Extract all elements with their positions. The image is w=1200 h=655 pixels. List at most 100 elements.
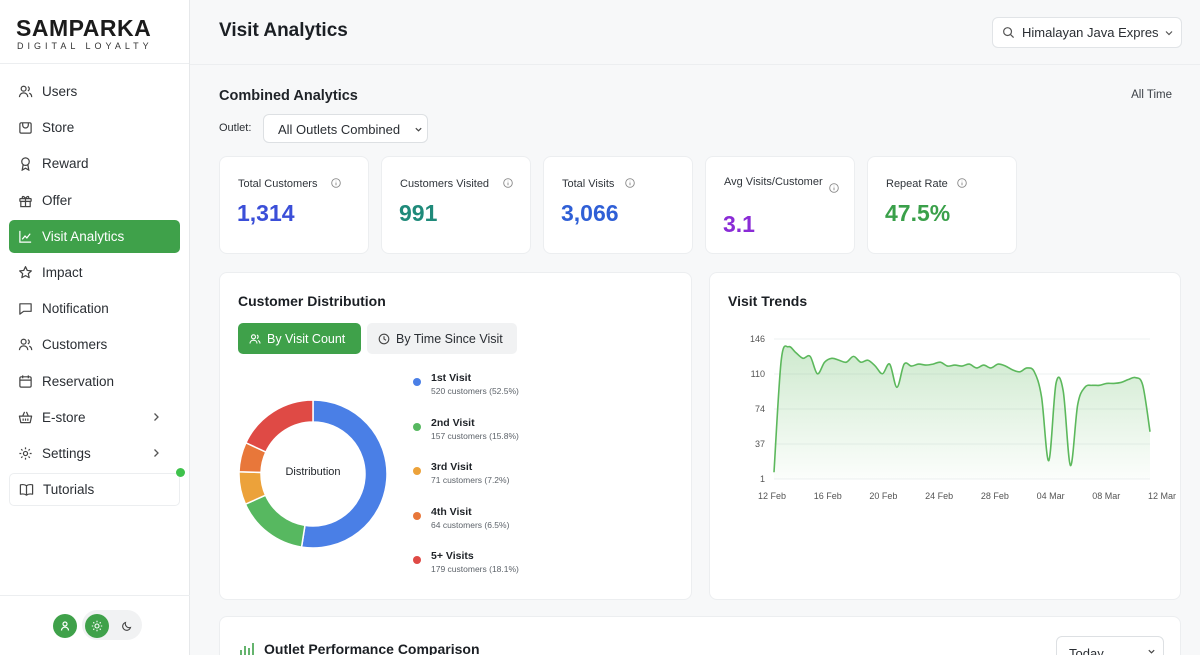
- message-icon: [19, 303, 32, 315]
- stat-value: 47.5%: [885, 200, 951, 226]
- y-tick-label: 110: [751, 369, 765, 379]
- profile-button[interactable]: [53, 614, 77, 638]
- period-label[interactable]: All Time: [1131, 89, 1172, 101]
- sidebar-item-offer[interactable]: Offer: [9, 184, 180, 217]
- sidebar-item-label: Store: [42, 120, 75, 136]
- visit-trends-card: Visit Trends 146 110 74 37 1 12 Feb 16 Feb 20 F…: [709, 272, 1181, 600]
- sidebar-item-users[interactable]: Users: [9, 75, 180, 108]
- legend-dot: [413, 556, 421, 564]
- donut-center-label: Distribution: [285, 466, 341, 478]
- gear-icon: [19, 447, 32, 460]
- online-indicator: [176, 468, 185, 478]
- stat-card-repeat-rate: Repeat Rate 47.5%: [867, 156, 1017, 254]
- sidebar-nav: Users Store Reward Offer Visit Analytics…: [0, 64, 189, 507]
- donut-slice-4[interactable]: [244, 399, 314, 454]
- legend-dot: [413, 378, 421, 386]
- visit-trends-chart: 146 110 74 37 1 12 Feb 16 Feb 20 Feb 24 Feb 28 Fe…: [750, 334, 1176, 501]
- legend-detail: 179 customers (18.1%): [431, 564, 519, 574]
- sidebar-item-tutorials[interactable]: Tutorials: [9, 468, 185, 507]
- trend-area: [774, 345, 1150, 479]
- sidebar-item-store[interactable]: Store: [9, 111, 180, 144]
- sidebar-footer: [0, 595, 190, 655]
- distribution-chart-area: Distribution: [238, 273, 388, 601]
- period-select-value: Today: [1069, 646, 1104, 655]
- info-icon[interactable]: [829, 183, 839, 193]
- stat-label: Total Visits: [562, 178, 615, 190]
- customer-distribution-card: Customer Distribution By Visit Count By …: [219, 272, 692, 600]
- sidebar-item-e-store[interactable]: E-store: [9, 401, 180, 434]
- legend-detail: 64 customers (6.5%): [431, 519, 510, 530]
- sun-icon: [91, 620, 103, 632]
- info-icon[interactable]: [957, 178, 967, 188]
- legend-detail: 157 customers (15.8%): [431, 430, 519, 441]
- page-title: Visit Analytics: [219, 20, 348, 41]
- sidebar-item-visit-analytics[interactable]: Visit Analytics: [9, 219, 180, 253]
- donut-slice-0[interactable]: [300, 399, 388, 549]
- legend-name: 1st Visit: [431, 372, 472, 384]
- store-select-value: Himalayan Java Expres: [1022, 25, 1159, 40]
- calendar-icon: [19, 374, 32, 388]
- x-tick-label: 28 Feb: [981, 491, 1009, 501]
- dark-mode-button[interactable]: [115, 614, 139, 638]
- legend-name: 5+ Visits: [431, 550, 474, 562]
- tab-by-time-since-visit[interactable]: By Time Since Visit: [367, 323, 517, 354]
- outlet-select-value: All Outlets Combined: [278, 122, 401, 137]
- stat-value: 991: [399, 200, 438, 226]
- info-icon[interactable]: [625, 178, 635, 188]
- stat-card-total-customers: Total Customers 1,314: [219, 156, 369, 254]
- store-search-select[interactable]: Himalayan Java Expres: [992, 17, 1182, 48]
- star-icon: [19, 266, 32, 279]
- store-icon: [19, 122, 32, 134]
- sidebar-item-label: Customers: [42, 337, 108, 353]
- sidebar-item-label: Impact: [42, 264, 83, 280]
- sidebar-item-reservation[interactable]: Reservation: [9, 365, 180, 398]
- legend-dot: [413, 467, 421, 475]
- y-tick-label: 37: [755, 439, 765, 449]
- donut-slice-1[interactable]: [244, 494, 306, 548]
- info-icon[interactable]: [503, 178, 513, 188]
- x-tick-label: 04 Mar: [1037, 491, 1065, 501]
- sidebar-item-impact[interactable]: Impact: [9, 256, 180, 289]
- info-icon[interactable]: [331, 178, 341, 188]
- x-tick-label: 08 Mar: [1092, 491, 1120, 501]
- stat-value: 3,066: [561, 200, 619, 226]
- sidebar-item-reward[interactable]: Reward: [9, 147, 180, 180]
- customer-distribution-title: Customer Distribution: [238, 293, 386, 309]
- sidebar-item-customers[interactable]: Customers: [9, 328, 180, 361]
- brand-tagline: DIGITAL LOYALTY: [17, 41, 153, 51]
- y-tick-label: 146: [750, 334, 765, 344]
- sidebar-item-settings[interactable]: Settings: [9, 437, 180, 470]
- sidebar: SAMPARKA DIGITAL LOYALTY Users Store Rew…: [0, 0, 190, 655]
- outlet-label: Outlet:: [219, 122, 252, 134]
- customers-icon: [18, 338, 33, 351]
- outlet-select[interactable]: All Outlets Combined: [263, 114, 428, 143]
- stat-value: 1,314: [237, 200, 295, 226]
- distribution-donut-chart: [238, 399, 388, 549]
- chevron-right-icon[interactable]: [150, 411, 162, 423]
- stat-label: Total Customers: [238, 178, 318, 190]
- sidebar-item-notification[interactable]: Notification: [9, 292, 180, 325]
- stat-card-avg-visits: Avg Visits/Customer 3.1: [705, 156, 855, 254]
- x-tick-label: 12 Mar: [1148, 491, 1176, 501]
- visit-trends-title: Visit Trends: [728, 293, 808, 309]
- user-icon: [60, 621, 70, 631]
- x-tick-label: 12 Feb: [758, 491, 786, 501]
- tab-label: By Time Since Visit: [396, 331, 503, 346]
- sidebar-item-label: Visit Analytics: [42, 228, 125, 244]
- bar-chart-icon: [240, 643, 254, 655]
- legend-name: 4th Visit: [431, 505, 472, 518]
- trend-line[interactable]: [773, 345, 1151, 473]
- logo[interactable]: SAMPARKA DIGITAL LOYALTY: [0, 0, 189, 64]
- legend-detail: 71 customers (7.2%): [431, 475, 510, 485]
- chevron-right-icon[interactable]: [150, 447, 162, 459]
- legend-name: 3rd Visit: [431, 461, 473, 473]
- sidebar-item-label: Reservation: [42, 373, 115, 389]
- chevron-down-icon: [1165, 31, 1173, 36]
- light-mode-button[interactable]: [85, 614, 109, 638]
- sidebar-item-label: Reward: [42, 156, 89, 172]
- outlet-performance-card: Outlet Performance Comparison Today: [219, 616, 1181, 655]
- users-icon: [18, 85, 33, 98]
- period-select[interactable]: Today: [1056, 636, 1164, 655]
- chevron-down-icon: [1148, 649, 1155, 654]
- tab-by-visit-count[interactable]: By Visit Count: [238, 323, 361, 354]
